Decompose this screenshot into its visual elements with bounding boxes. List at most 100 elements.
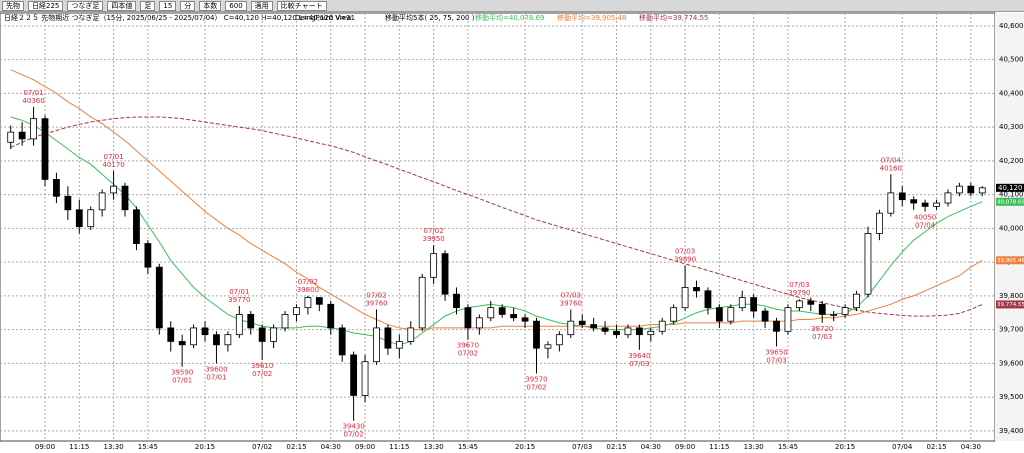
candle-body bbox=[978, 187, 986, 194]
close-tag bbox=[996, 183, 1024, 192]
moving-average-line bbox=[10, 116, 983, 317]
candle-body bbox=[750, 297, 758, 312]
candle-body bbox=[887, 192, 895, 214]
x-tick-label: 04:30 bbox=[641, 443, 661, 451]
annotation-value: 39430 bbox=[342, 423, 364, 431]
candle-body bbox=[384, 327, 392, 349]
y-tick-label: 39,500 bbox=[999, 393, 1024, 401]
annotation-value: 39760 bbox=[560, 299, 582, 307]
x-tick-label: 20:15 bbox=[835, 443, 855, 451]
candle-body bbox=[41, 118, 49, 180]
x-tick-label: 02:15 bbox=[926, 443, 946, 451]
candle-body bbox=[441, 253, 449, 295]
annotation-value: 39890 bbox=[674, 255, 696, 263]
annotation-value: 39640 bbox=[628, 352, 650, 360]
candle-body bbox=[555, 334, 563, 346]
candle-body bbox=[167, 327, 175, 342]
ma-tag-label: 39,905.48 bbox=[997, 258, 1024, 264]
legend-entry: 移動平均=39,774.55 bbox=[639, 13, 709, 22]
toolbar-item[interactable]: 本数 bbox=[199, 0, 222, 11]
candle-body bbox=[624, 327, 632, 336]
candle-body bbox=[933, 202, 940, 207]
annotation-value: 39670 bbox=[457, 342, 479, 350]
toolbar-item[interactable]: 足 bbox=[140, 0, 156, 11]
toolbar-item[interactable]: 四本値 bbox=[107, 0, 137, 11]
annotation-value: 39650 bbox=[765, 348, 787, 356]
x-tick-label: 09:00 bbox=[35, 443, 55, 451]
candle-body bbox=[315, 297, 323, 305]
annotation-date: 07/02 bbox=[344, 431, 364, 439]
candle-body bbox=[864, 233, 872, 295]
y-tick-label: 39,700 bbox=[999, 326, 1024, 334]
candle-body bbox=[784, 307, 792, 332]
candle-body bbox=[773, 320, 780, 332]
candle-body bbox=[761, 310, 769, 322]
candle-body bbox=[498, 307, 506, 315]
y-tick-label: 39,600 bbox=[999, 359, 1024, 367]
x-tick-label: 11:15 bbox=[389, 443, 409, 451]
ma-tag bbox=[996, 256, 1024, 265]
y-tick-label: 40,600 bbox=[999, 22, 1024, 30]
moving-average-line bbox=[10, 69, 983, 331]
annotation-date: 07/01 bbox=[103, 153, 123, 161]
x-tick-label: 20:15 bbox=[195, 443, 215, 451]
x-tick-label: 04:30 bbox=[961, 443, 981, 451]
candle-body bbox=[795, 300, 803, 309]
y-tick-label: 40,000 bbox=[999, 224, 1024, 232]
toolbar-item[interactable]: 600 bbox=[225, 0, 247, 11]
toolbar-item[interactable]: 適用 bbox=[250, 0, 273, 11]
annotation-date: 07/03 bbox=[789, 281, 809, 289]
candle-body bbox=[110, 185, 117, 194]
candle-body bbox=[567, 320, 575, 336]
candle-body bbox=[693, 287, 700, 292]
x-tick-label: 11:15 bbox=[69, 443, 89, 451]
candle-body bbox=[144, 243, 152, 268]
toolbar-item[interactable]: 日経225 bbox=[28, 0, 64, 11]
candle-body bbox=[133, 209, 140, 244]
candle-body bbox=[201, 327, 209, 336]
candle-body bbox=[327, 303, 335, 329]
candle-body bbox=[87, 209, 95, 228]
x-tick-label: 15:45 bbox=[778, 443, 798, 451]
candle-body bbox=[30, 118, 37, 140]
candle-body bbox=[304, 297, 312, 309]
view-label: DeingPoint View bbox=[295, 14, 352, 22]
toolbar-item[interactable]: 15 bbox=[159, 0, 177, 11]
candle-body bbox=[715, 307, 723, 322]
candle-body bbox=[7, 131, 15, 143]
candle-body bbox=[818, 303, 826, 315]
candle-body bbox=[235, 314, 243, 336]
candle-body bbox=[578, 320, 586, 325]
candle-body bbox=[361, 361, 369, 396]
y-tick-label: 39,400 bbox=[999, 427, 1024, 435]
x-tick-label: 07/03 bbox=[572, 443, 592, 451]
annotation-date: 07/02 bbox=[298, 278, 318, 286]
candle-body bbox=[533, 320, 540, 349]
toolbar-item[interactable]: 比較チャート bbox=[276, 0, 327, 11]
x-tick-label: 11:15 bbox=[709, 443, 729, 451]
ma-tag bbox=[996, 197, 1024, 206]
toolbar-item[interactable]: つなぎ足 bbox=[67, 0, 104, 11]
annotation-date: 07/02 bbox=[252, 370, 272, 378]
candle-body bbox=[430, 253, 438, 278]
annotation-date: 07/01 bbox=[229, 288, 249, 296]
x-tick-label: 15:45 bbox=[138, 443, 158, 451]
x-tick-label: 04:30 bbox=[321, 443, 341, 451]
candle-body bbox=[464, 307, 472, 329]
y-tick-label: 40,200 bbox=[999, 157, 1024, 165]
candle-body bbox=[121, 185, 129, 211]
candle-body bbox=[224, 334, 232, 346]
candle-body bbox=[590, 324, 598, 329]
candle-body bbox=[875, 212, 883, 234]
annotation-value: 40360 bbox=[22, 97, 44, 105]
x-tick-label: 09:00 bbox=[355, 443, 375, 451]
annotation-date: 07/02 bbox=[424, 227, 444, 235]
toolbar-item[interactable]: 分 bbox=[180, 0, 196, 11]
toolbar-item[interactable]: 先物 bbox=[2, 0, 24, 11]
candle-body bbox=[270, 327, 278, 342]
annotation-date: 07/03 bbox=[629, 360, 649, 368]
candle-body bbox=[53, 179, 60, 197]
candle-body bbox=[830, 314, 838, 316]
candle-body bbox=[281, 314, 289, 329]
candle-body bbox=[841, 307, 849, 315]
